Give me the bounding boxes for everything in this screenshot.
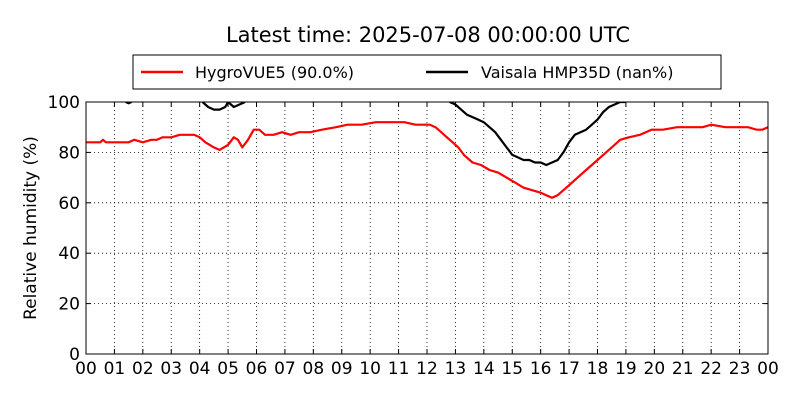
x-tick-label: 02 [132,359,154,379]
x-tick-label: 12 [416,359,438,379]
legend: HygroVUE5 (90.0%) Vaisala HMP35D (nan%) [132,54,722,90]
x-tick-label: 01 [104,359,126,379]
x-tick-label: 06 [246,359,268,379]
x-tick-label: 13 [445,359,467,379]
y-tick-label: 0 [69,345,80,365]
x-tick-label: 04 [189,359,211,379]
y-tick-label: 40 [58,244,80,264]
x-tick-label: 14 [473,359,495,379]
y-tick-label: 80 [58,143,80,163]
chart-title: Latest time: 2025-07-08 00:00:00 UTC [226,23,630,47]
x-tick-label: 15 [501,359,523,379]
y-tick-label: 100 [48,93,80,113]
x-tick-label: 20 [644,359,666,379]
x-tick-label: 16 [530,359,552,379]
y-axis-label: Relative humidity (%) [21,136,41,320]
x-tick-label: 07 [274,359,296,379]
x-tick-label: 17 [558,359,580,379]
series-line-vaisala [449,102,626,167]
axis-ticks [85,101,769,355]
y-tick-labels: 0 20 40 60 80 100 [48,93,80,365]
y-tick-label: 60 [58,194,80,214]
x-tick-label: 21 [672,359,694,379]
series-line-hygrovue5 [86,121,768,199]
x-tick-label: 18 [587,359,609,379]
x-tick-label: 23 [729,359,751,379]
x-tick-label: 22 [700,359,722,379]
grid-lines [86,102,768,354]
legend-label-vaisala: Vaisala HMP35D (nan%) [481,63,673,82]
series-line-vaisala-segment-2 [201,102,246,111]
x-tick-label: 19 [615,359,637,379]
series-layer [86,102,768,199]
x-tick-label: 11 [388,359,410,379]
x-tick-labels: 00 01 02 03 04 05 06 07 08 09 10 11 12 13 14 15 16 17 18 19… [75,359,779,379]
x-tick-label: 00 [757,359,779,379]
x-tick-label: 08 [303,359,325,379]
x-tick-label: 10 [359,359,381,379]
x-tick-label: 03 [160,359,182,379]
x-tick-label: 09 [331,359,353,379]
x-tick-label: 00 [75,359,97,379]
y-tick-label: 20 [58,295,80,315]
legend-label-hygrovue5: HygroVUE5 (90.0%) [195,63,354,82]
x-tick-label: 05 [217,359,239,379]
